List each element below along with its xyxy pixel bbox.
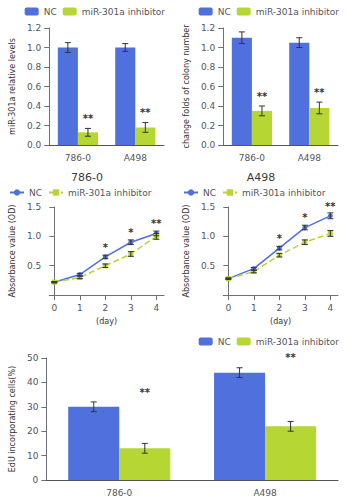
svg-text:**: **: [140, 107, 151, 118]
svg-text:miR-301a inhibitor: miR-301a inhibitor: [256, 7, 340, 17]
svg-text:0.8: 0.8: [27, 62, 42, 72]
svg-text:NC: NC: [203, 188, 216, 198]
svg-text:1: 1: [77, 303, 83, 313]
svg-text:A498: A498: [124, 153, 148, 163]
svg-text:0.8: 0.8: [201, 62, 216, 72]
svg-text:786-0: 786-0: [239, 153, 265, 163]
svg-text:**: **: [314, 87, 325, 98]
svg-text:0: 0: [33, 475, 39, 485]
svg-text:**: **: [325, 201, 336, 212]
svg-text:3: 3: [302, 303, 308, 313]
svg-text:A498: A498: [253, 488, 277, 498]
svg-text:(day): (day): [96, 317, 117, 326]
svg-text:0.2: 0.2: [201, 121, 215, 131]
svg-text:**: **: [257, 91, 268, 102]
svg-text:*: *: [277, 233, 283, 244]
svg-text:miR-301a inhibitor: miR-301a inhibitor: [256, 337, 340, 347]
svg-text:1.2: 1.2: [27, 23, 41, 33]
svg-text:0.6: 0.6: [201, 82, 216, 92]
svg-text:**: **: [140, 387, 151, 398]
svg-text:2: 2: [102, 303, 108, 313]
svg-text:20: 20: [27, 426, 39, 436]
svg-text:4: 4: [153, 303, 159, 313]
svg-text:miR-301a inhibitor: miR-301a inhibitor: [242, 188, 326, 198]
svg-text:10: 10: [27, 451, 39, 461]
svg-text:change folds of colony number: change folds of colony number: [182, 24, 191, 149]
svg-text:1.5: 1.5: [27, 202, 41, 212]
svg-text:786-0: 786-0: [106, 488, 132, 498]
svg-text:**: **: [151, 218, 162, 229]
svg-text:Absorbance value (OD): Absorbance value (OD): [8, 205, 17, 298]
svg-text:1.0: 1.0: [201, 231, 216, 241]
svg-text:**: **: [285, 352, 296, 363]
svg-text:NC: NC: [44, 7, 57, 17]
svg-text:30: 30: [27, 402, 39, 412]
svg-text:0.4: 0.4: [27, 101, 42, 111]
svg-text:0.2: 0.2: [27, 121, 41, 131]
svg-text:NC: NC: [29, 188, 42, 198]
svg-text:0.5: 0.5: [201, 261, 215, 271]
svg-text:2: 2: [276, 303, 282, 313]
svg-text:(day): (day): [270, 317, 291, 326]
svg-text:1: 1: [251, 303, 257, 313]
svg-text:*: *: [302, 212, 308, 223]
svg-text:A498: A498: [247, 171, 276, 184]
svg-text:1.5: 1.5: [201, 202, 215, 212]
svg-text:EdU incorporating cells(%): EdU incorporating cells(%): [8, 366, 17, 472]
svg-text:*: *: [103, 242, 109, 253]
svg-text:miR-301a inhibitor: miR-301a inhibitor: [68, 188, 152, 198]
svg-text:0.0: 0.0: [201, 140, 216, 150]
svg-text:0.0: 0.0: [27, 140, 42, 150]
svg-text:786-0: 786-0: [71, 171, 103, 184]
svg-text:4: 4: [327, 303, 333, 313]
svg-text:0: 0: [51, 303, 57, 313]
svg-text:miR-301a inhibitor: miR-301a inhibitor: [82, 7, 166, 17]
svg-text:1.0: 1.0: [201, 43, 216, 53]
svg-text:NC: NC: [218, 7, 231, 17]
svg-text:miR-301a relative levels: miR-301a relative levels: [8, 38, 17, 135]
svg-text:**: **: [83, 113, 94, 124]
svg-text:NC: NC: [218, 337, 231, 347]
svg-text:1.0: 1.0: [27, 231, 42, 241]
svg-text:50: 50: [27, 353, 39, 363]
svg-text:Absorbance value (OD): Absorbance value (OD): [182, 205, 191, 298]
svg-text:786-0: 786-0: [65, 153, 91, 163]
svg-text:A498: A498: [298, 153, 322, 163]
svg-text:3: 3: [128, 303, 134, 313]
svg-text:0: 0: [225, 303, 231, 313]
svg-text:0.4: 0.4: [201, 101, 216, 111]
svg-text:1.0: 1.0: [27, 43, 42, 53]
svg-text:0.5: 0.5: [27, 261, 41, 271]
svg-text:0.6: 0.6: [27, 82, 42, 92]
svg-text:*: *: [128, 227, 134, 238]
svg-text:1.2: 1.2: [201, 23, 215, 33]
svg-text:40: 40: [27, 377, 39, 387]
